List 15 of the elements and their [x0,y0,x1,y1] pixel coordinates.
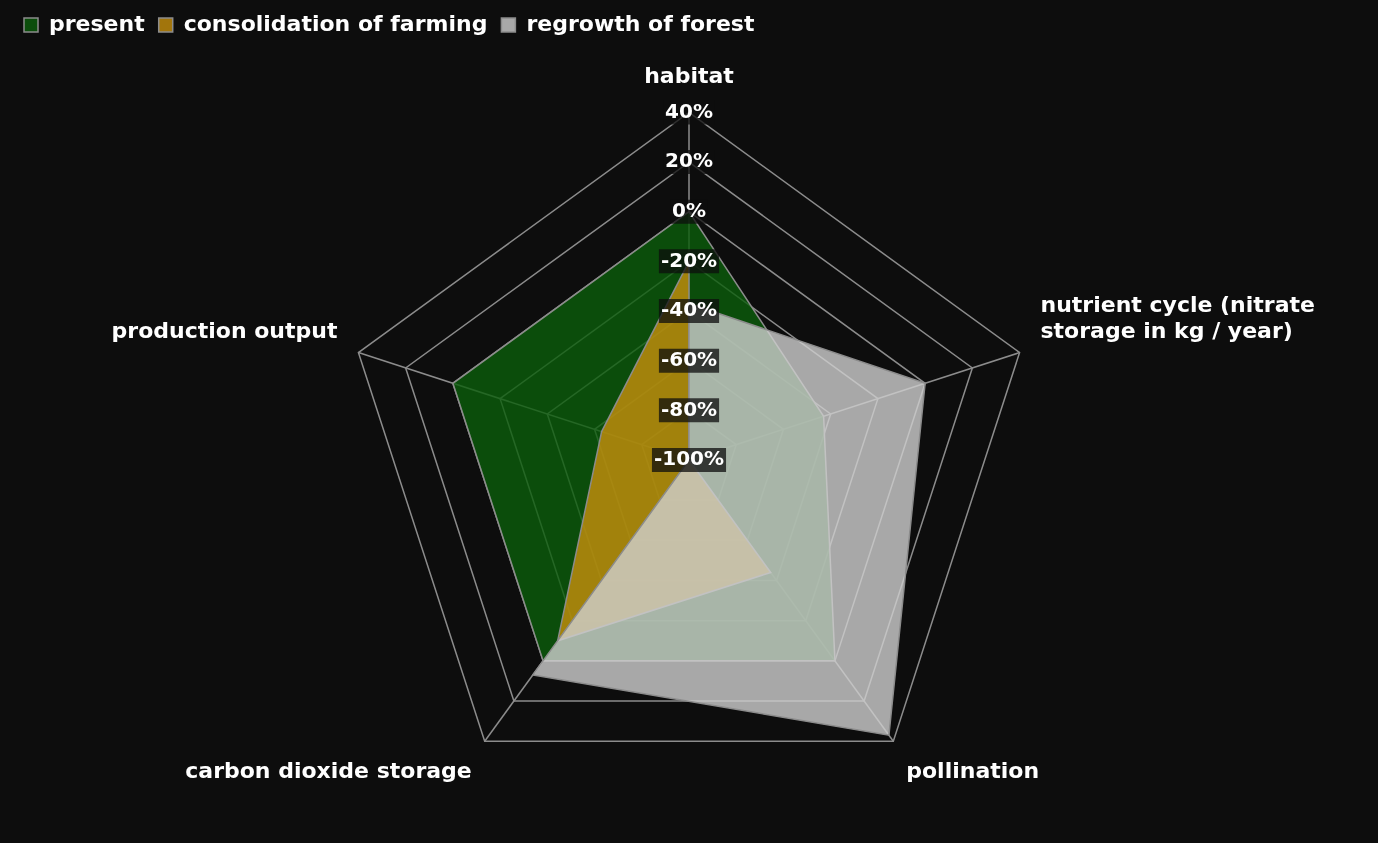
spoke-label: nutrient cycle (nitrate storage in kg / year) [1040,291,1315,344]
legend-label: regrowth of forest [526,10,755,36]
spoke-label: pollination [906,757,1040,783]
y-tick-label: -100% [653,446,725,471]
y-tick-label: -40% [660,297,718,322]
y-tick-label: -20% [660,247,718,272]
y-tick-label: -60% [660,346,718,371]
y-tick-label: -80% [660,396,718,421]
spoke-label: habitat [644,62,735,88]
y-tick-label: 20% [665,148,713,173]
legend-label: present [49,10,146,36]
spoke-label: production output [111,318,338,344]
spoke-label: carbon dioxide storage [185,757,472,783]
y-tick-label: 40% [665,98,713,123]
legend-label: consolidation of farming [183,10,488,36]
